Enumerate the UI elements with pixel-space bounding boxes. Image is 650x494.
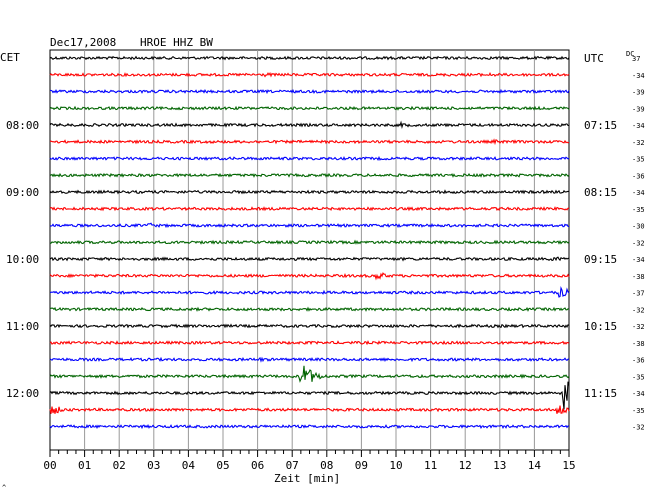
dc-offset-label: -32 (632, 306, 645, 314)
seismogram-trace (49, 222, 570, 229)
seismogram-trace (49, 206, 570, 212)
footer-mark: ^ (2, 484, 6, 492)
seismogram-trace (49, 172, 570, 178)
dc-offset-label: -37 (632, 290, 645, 298)
plot-grid (49, 49, 570, 451)
seismogram-trace (49, 323, 570, 329)
seismogram-traces (49, 55, 570, 430)
seismogram-trace (49, 55, 570, 61)
dc-offset-label: -35 (632, 373, 645, 381)
dc-offset-label: -32 (632, 139, 645, 147)
seismogram-trace (49, 272, 570, 281)
dc-label: DC (626, 50, 634, 58)
seismogram-trace (49, 155, 570, 161)
x-tick-label: 06 (251, 459, 264, 472)
seismogram-trace (49, 120, 569, 129)
dc-offset-label: -38 (632, 340, 645, 348)
x-tick-label: 03 (147, 459, 160, 472)
dc-offset-label: -32 (632, 424, 645, 432)
seismogram-trace (49, 340, 570, 346)
x-tick-label: 02 (113, 459, 126, 472)
cet-time-label: 12:00 (6, 387, 39, 400)
seismogram-trace (49, 88, 570, 95)
dc-offset-label: -34 (632, 256, 645, 264)
x-tick-label: 04 (182, 459, 196, 472)
x-tick-label: 11 (424, 459, 437, 472)
seismogram-trace (49, 71, 570, 78)
x-tick-label: 01 (78, 459, 91, 472)
dc-offset-label: -38 (632, 273, 645, 281)
x-tick-label: 14 (528, 459, 542, 472)
cet-time-label: 11:00 (6, 320, 39, 333)
dc-offset-label: -36 (632, 172, 645, 180)
utc-time-label: UTC (584, 52, 604, 65)
seismogram-trace (49, 105, 570, 111)
header-date: Dec17,2008 (50, 36, 116, 49)
seismogram-trace (49, 424, 570, 430)
dc-offset-label: -35 (632, 407, 645, 415)
dc-offset-label: -36 (632, 357, 645, 365)
x-tick-label: 10 (389, 459, 402, 472)
dc-offset-label: -34 (632, 390, 645, 398)
seismogram-trace (49, 405, 570, 414)
x-tick-label: 00 (43, 459, 56, 472)
x-tick-label: 13 (493, 459, 506, 472)
dc-offset-label: -39 (632, 89, 645, 97)
x-tick-label: 15 (562, 459, 575, 472)
utc-time-label: 10:15 (584, 320, 617, 333)
left-axis-label: CET (0, 51, 20, 64)
x-tick-label: 08 (320, 459, 333, 472)
x-axis-ticks: 00 01 02 03 04 05 06 07 08 09 10 11 12 13 14 15 (43, 450, 576, 472)
dc-offset-label: -30 (632, 223, 645, 231)
x-tick-label: 05 (216, 459, 229, 472)
dc-offset-label: -35 (632, 206, 645, 214)
dc-offset-label: -34 (632, 122, 645, 130)
dc-offset-label: -34 (632, 72, 645, 80)
seismogram-trace (49, 306, 570, 312)
dc-offset-label: -32 (632, 323, 645, 331)
utc-time-label: 11:15 (584, 387, 617, 400)
seismogram-trace (49, 239, 570, 245)
seismogram-trace (49, 138, 570, 146)
seismogram-trace (49, 256, 570, 262)
dc-offset-label: 37 (632, 55, 640, 63)
seismogram-trace (49, 381, 570, 410)
x-tick-label: 09 (355, 459, 368, 472)
cet-time-label: 10:00 (6, 253, 39, 266)
dc-offset-label: -39 (632, 105, 645, 113)
utc-time-label: 09:15 (584, 253, 617, 266)
dc-offset-label: -32 (632, 239, 645, 247)
x-tick-label: 12 (459, 459, 472, 472)
plot-frame (49, 49, 570, 451)
dc-offset-label: -34 (632, 189, 645, 197)
cet-time-label: 09:00 (6, 186, 39, 199)
x-tick-label: 07 (286, 459, 299, 472)
seismogram-trace (49, 365, 570, 383)
x-axis-label: Zeit [min] (274, 472, 340, 485)
utc-time-label: 08:15 (584, 186, 617, 199)
header-station: HROE HHZ BW (140, 36, 213, 49)
time-labels: 08:00 09:00 10:00 11:00 12:00 UTC 07:15 08:15 09… (6, 52, 645, 432)
cet-time-label: 08:00 (6, 119, 39, 132)
dc-offset-label: -35 (632, 156, 645, 164)
seismogram-trace (49, 356, 570, 363)
utc-time-label: 07:15 (584, 119, 617, 132)
seismogram-trace (49, 189, 570, 195)
seismogram-trace (49, 285, 570, 298)
